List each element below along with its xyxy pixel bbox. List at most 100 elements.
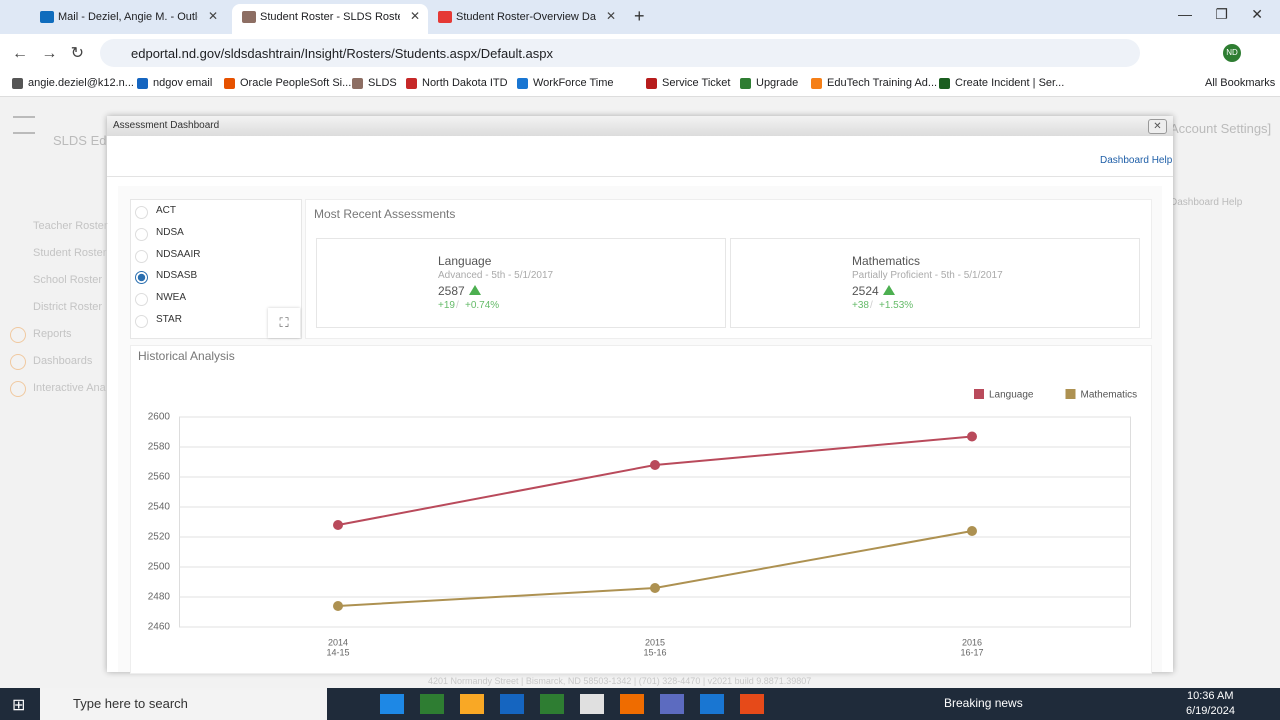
tab-icon: [40, 11, 54, 23]
nav-item[interactable]: Dashboards: [33, 355, 93, 367]
card-percent: +1.53%: [879, 300, 914, 311]
bg-dashboard-help: Dashboard Help: [1170, 197, 1243, 208]
url: edportal.nd.gov/sldsdashtrain/Insight/Ro…: [131, 46, 554, 61]
bookmark[interactable]: EduTech Training Ad...: [827, 77, 938, 89]
nav-item[interactable]: Teacher Roster: [33, 220, 108, 232]
radio[interactable]: [135, 228, 148, 241]
profile[interactable]: ND: [1223, 44, 1241, 62]
nav-item[interactable]: Reports: [33, 328, 72, 340]
tab-icon: [242, 11, 256, 23]
radio[interactable]: [135, 250, 148, 263]
tab-close[interactable]: ✕: [208, 9, 219, 23]
bookmark[interactable]: WorkForce Time: [533, 77, 614, 89]
bookmark[interactable]: Service Ticket: [662, 77, 731, 89]
new-tab[interactable]: +: [634, 6, 645, 26]
bookmark-icon: [517, 78, 528, 89]
date: 6/19/2024: [1186, 705, 1235, 717]
legend-swatch: [1065, 389, 1076, 399]
bookmark-icon: [646, 78, 657, 89]
bookmark-icon: [939, 78, 950, 89]
bookmark[interactable]: SLDS: [368, 77, 397, 89]
y-tick-label: 2580: [148, 442, 171, 453]
radio[interactable]: [135, 206, 148, 219]
radio-label[interactable]: NDSA: [156, 227, 184, 238]
nav-item[interactable]: Interactive Ana: [33, 382, 106, 394]
nav-item[interactable]: District Roster: [33, 301, 103, 313]
bookmark[interactable]: Create Incident | Ser...: [955, 77, 1065, 89]
all-bookmarks[interactable]: All Bookmarks: [1205, 77, 1276, 89]
dashboard-help[interactable]: Dashboard Help: [1100, 155, 1173, 166]
tab-close[interactable]: ✕: [606, 9, 617, 23]
radio-label[interactable]: NWEA: [156, 292, 186, 303]
card: [316, 238, 726, 328]
series-line: [337, 530, 973, 607]
bookmark-icon: [811, 78, 822, 89]
card-change: +38: [852, 300, 869, 311]
legend-label: Mathematics: [1081, 390, 1138, 401]
tab-title: Mail - Deziel, Angie M. - Outlo: [58, 11, 198, 23]
omnibox[interactable]: [100, 39, 1140, 67]
y-tick-label: 2520: [148, 532, 171, 543]
nav-item[interactable]: School Roster: [33, 274, 103, 286]
bookmark-icon: [137, 78, 148, 89]
tab-title: Student Roster - SLDS Rosters F: [260, 11, 400, 23]
card-subject: Language: [438, 254, 492, 268]
expand-button[interactable]: ⛶: [268, 308, 300, 338]
card-separator: /: [870, 300, 873, 311]
tab[interactable]: [232, 4, 428, 34]
bookmark-icon: [12, 78, 23, 89]
modal-titlebar: [107, 116, 1173, 136]
x-tick-label: 2014: [328, 637, 348, 647]
radio-label[interactable]: NDSASB: [156, 270, 198, 281]
taskbar-apps[interactable]: [380, 694, 780, 714]
x-tick-sublabel: 16-17: [960, 647, 983, 657]
window-controls[interactable]: — ❐ ✕: [1178, 6, 1263, 22]
y-tick-label: 2560: [148, 472, 171, 483]
y-tick-label: 2500: [148, 562, 171, 573]
trend-arrow: [883, 285, 895, 295]
card-change: +19: [438, 300, 455, 311]
data-point: [967, 431, 977, 442]
history-panel: [130, 345, 1152, 674]
recent-title: Most Recent Assessments: [314, 207, 456, 221]
start-button[interactable]: ⊞: [12, 697, 26, 714]
radio-label[interactable]: NDSAAIR: [156, 249, 201, 260]
time: 10:36 AM: [1187, 690, 1234, 702]
radio[interactable]: [135, 293, 148, 306]
nav-icon: [10, 381, 26, 397]
brand: SLDS Edu: [53, 133, 114, 148]
card-subject: Mathematics: [852, 254, 921, 268]
data-point: [333, 601, 343, 611]
tab-icon: [438, 11, 452, 23]
radio-label[interactable]: STAR: [156, 314, 182, 325]
tab-close[interactable]: ✕: [410, 9, 421, 23]
radio[interactable]: [135, 315, 148, 328]
x-tick-label: 2015: [645, 637, 665, 647]
card-score: 2524: [852, 284, 879, 298]
bookmarks-bar: [0, 70, 1280, 97]
y-tick-label: 2460: [148, 622, 171, 633]
modal-title: Assessment Dashboard: [113, 120, 220, 131]
bookmark[interactable]: Upgrade: [756, 77, 799, 89]
card-score: 2587: [438, 284, 465, 298]
radio[interactable]: [135, 271, 148, 284]
news[interactable]: Breaking news: [944, 696, 1023, 710]
card-separator: /: [456, 300, 459, 311]
bookmark[interactable]: ndgov email: [153, 77, 213, 89]
nav-item[interactable]: Student Roster: [33, 247, 107, 259]
search-box[interactable]: [40, 688, 327, 720]
series-line: [337, 435, 973, 526]
divider: [107, 176, 1173, 177]
menu-icon[interactable]: [13, 116, 35, 134]
footer: 4201 Normandy Street | Bismarck, ND 5850…: [428, 676, 812, 686]
bookmark[interactable]: North Dakota ITD: [422, 77, 508, 89]
nav-buttons[interactable]: ← → ↻: [12, 45, 85, 62]
close-button[interactable]: ✕: [1148, 119, 1167, 134]
radio-label[interactable]: ACT: [156, 205, 176, 216]
bookmark[interactable]: angie.deziel@k12.n...: [28, 77, 134, 89]
bookmark[interactable]: Oracle PeopleSoft Si...: [240, 77, 352, 89]
card-percent: +0.74%: [465, 300, 500, 311]
x-tick-sublabel: 14-15: [326, 647, 349, 657]
account-settings[interactable]: Account Settings]: [1170, 121, 1272, 136]
